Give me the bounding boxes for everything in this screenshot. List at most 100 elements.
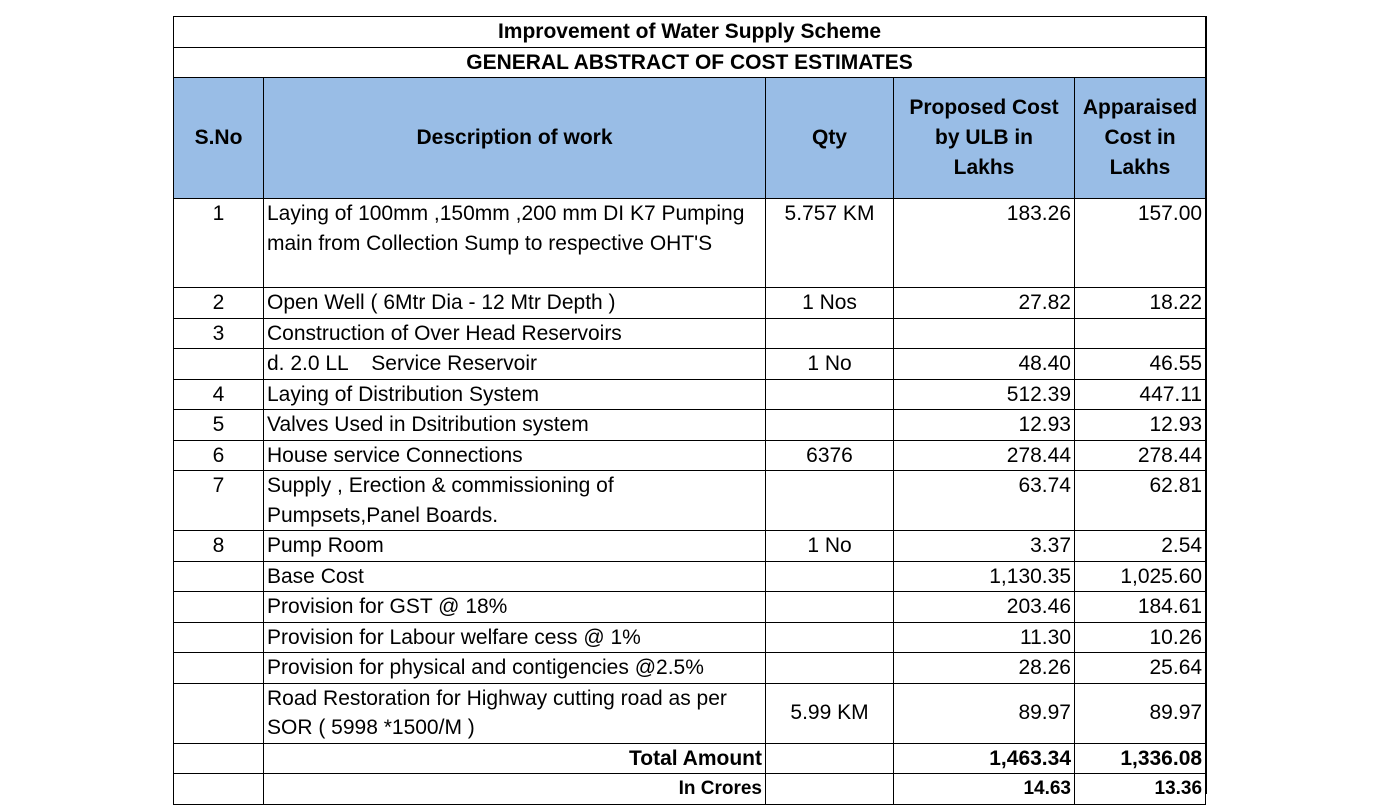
row-proposed-cost: 48.40 [893, 348, 1075, 380]
header-proposed-line-3: Lakhs [953, 156, 1015, 179]
total-label: Total Amount [263, 742, 766, 774]
crores-appraised-cost: 13.36 [1073, 773, 1207, 805]
crores-sno-cell [173, 773, 264, 805]
cost-estimate-sheet: Improvement of Water Supply Scheme GENER… [172, 16, 1207, 805]
header-proposed-cost: Proposed Cost by ULB in Lakhs [893, 77, 1075, 199]
header-appraised-line-3: Lakhs [1109, 156, 1171, 179]
table-row: Provision for physical and contigencies … [173, 652, 1207, 684]
total-proposed-cost: 1,463.34 [893, 742, 1075, 774]
crores-row: In Crores 14.63 13.36 [173, 773, 1207, 805]
row-qty [765, 591, 894, 623]
table-row: 2 Open Well ( 6Mtr Dia - 12 Mtr Depth ) … [173, 287, 1207, 319]
row-sno: 2 [173, 287, 264, 319]
row-appraised-cost: 278.44 [1073, 439, 1207, 471]
table-row: d. 2.0 LL Service Reservoir 1 No 48.40 4… [173, 348, 1207, 380]
sheet-title: Improvement of Water Supply Scheme [172, 16, 1207, 48]
row-qty [765, 409, 894, 441]
row-proposed-cost: 3.37 [893, 530, 1075, 562]
row-sno: 7 [173, 470, 264, 531]
row-qty [765, 378, 894, 410]
table-row: Provision for GST @ 18% 203.46 184.61 [173, 591, 1207, 623]
row-sno [173, 682, 264, 744]
row-description: Road Restoration for Highway cutting roa… [263, 682, 766, 744]
crores-label: In Crores [263, 773, 766, 805]
row-sno [173, 621, 264, 653]
row-proposed-cost [893, 317, 1075, 349]
sheet-right-border [1205, 16, 1207, 794]
total-appraised-cost: 1,336.08 [1073, 742, 1207, 774]
header-proposed-line-1: Proposed Cost [909, 96, 1059, 119]
row-description: Pump Room [263, 530, 766, 562]
row-proposed-cost: 28.26 [893, 652, 1075, 684]
table-row: Provision for Labour welfare cess @ 1% 1… [173, 621, 1207, 653]
total-sno-cell [173, 742, 264, 774]
row-appraised-cost: 184.61 [1073, 591, 1207, 623]
row-description: Base Cost [263, 560, 766, 592]
row-sno: 4 [173, 378, 264, 410]
header-description: Description of work [263, 77, 766, 199]
row-description: d. 2.0 LL Service Reservoir [263, 348, 766, 380]
row-qty: 1 No [765, 530, 894, 562]
row-appraised-cost: 62.81 [1073, 470, 1207, 531]
row-proposed-cost: 278.44 [893, 439, 1075, 471]
row-proposed-cost: 183.26 [893, 198, 1075, 288]
row-sno [173, 652, 264, 684]
table-row: 8 Pump Room 1 No 3.37 2.54 [173, 530, 1207, 562]
table-row: Road Restoration for Highway cutting roa… [173, 682, 1207, 744]
row-qty [765, 470, 894, 531]
header-proposed-line-2: by ULB in [935, 126, 1033, 149]
row-appraised-cost: 157.00 [1073, 198, 1207, 288]
row-proposed-cost: 27.82 [893, 287, 1075, 319]
row-sno: 6 [173, 439, 264, 471]
header-sno: S.No [173, 77, 264, 199]
row-appraised-cost: 447.11 [1073, 378, 1207, 410]
row-description: Construction of Over Head Reservoirs [263, 317, 766, 349]
row-description: House service Connections [263, 439, 766, 471]
row-qty [765, 652, 894, 684]
row-sno: 5 [173, 409, 264, 441]
title-row: Improvement of Water Supply Scheme [172, 16, 1207, 48]
row-proposed-cost: 11.30 [893, 621, 1075, 653]
total-row: Total Amount 1,463.34 1,336.08 [173, 742, 1207, 774]
row-appraised-cost [1073, 317, 1207, 349]
row-description: Valves Used in Dsitribution system [263, 409, 766, 441]
table-row: 6 House service Connections 6376 278.44 … [173, 439, 1207, 471]
row-proposed-cost: 63.74 [893, 470, 1075, 531]
row-description: Laying of Distribution System [263, 378, 766, 410]
row-description: Provision for physical and contigencies … [263, 652, 766, 684]
row-qty: 1 No [765, 348, 894, 380]
row-appraised-cost: 18.22 [1073, 287, 1207, 319]
row-appraised-cost: 1,025.60 [1073, 560, 1207, 592]
cost-estimate-table: Improvement of Water Supply Scheme GENER… [172, 16, 1207, 805]
row-proposed-cost: 1,130.35 [893, 560, 1075, 592]
row-sno: 3 [173, 317, 264, 349]
row-sno [173, 560, 264, 592]
row-proposed-cost: 203.46 [893, 591, 1075, 623]
row-sno [173, 348, 264, 380]
row-proposed-cost: 512.39 [893, 378, 1075, 410]
row-qty: 6376 [765, 439, 894, 471]
table-row: Base Cost 1,130.35 1,025.60 [173, 560, 1207, 592]
row-proposed-cost: 89.97 [893, 682, 1075, 744]
row-qty [765, 560, 894, 592]
header-appraised-line-1: Apparaised [1082, 96, 1198, 119]
row-appraised-cost: 12.93 [1073, 409, 1207, 441]
row-appraised-cost: 25.64 [1073, 652, 1207, 684]
header-qty: Qty [765, 77, 894, 199]
row-qty: 5.99 KM [765, 682, 894, 744]
row-appraised-cost: 46.55 [1073, 348, 1207, 380]
total-qty-cell [765, 742, 894, 774]
table-row: 4 Laying of Distribution System 512.39 4… [173, 378, 1207, 410]
row-proposed-cost: 12.93 [893, 409, 1075, 441]
row-qty: 5.757 KM [765, 198, 894, 288]
row-appraised-cost: 2.54 [1073, 530, 1207, 562]
row-sno: 8 [173, 530, 264, 562]
row-sno: 1 [173, 198, 264, 288]
row-description: Open Well ( 6Mtr Dia - 12 Mtr Depth ) [263, 287, 766, 319]
row-description: Supply , Erection & commissioning of Pum… [263, 470, 766, 531]
table-row: 5 Valves Used in Dsitribution system 12.… [173, 409, 1207, 441]
header-appraised-line-2: Cost in [1104, 126, 1176, 149]
row-qty [765, 317, 894, 349]
row-appraised-cost: 89.97 [1073, 682, 1207, 744]
table-row: 3 Construction of Over Head Reservoirs [173, 317, 1207, 349]
